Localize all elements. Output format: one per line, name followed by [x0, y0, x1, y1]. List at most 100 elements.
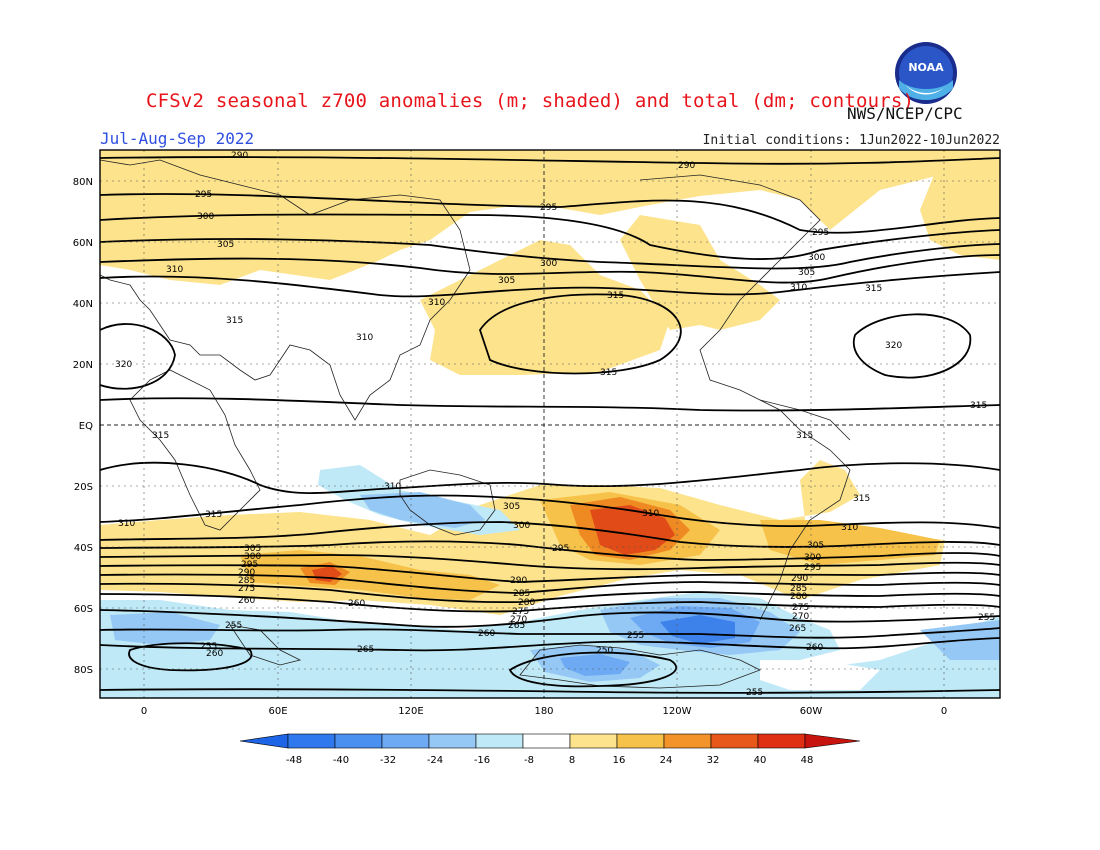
contour-label: 265 — [789, 624, 806, 634]
contour-label: 310 — [384, 482, 401, 492]
contour-label: 295 — [540, 203, 557, 213]
contour-label: 315 — [205, 510, 222, 520]
lat-label: 80N — [73, 177, 93, 188]
contour-label: 250 — [596, 646, 613, 656]
contour-label: 315 — [796, 431, 813, 441]
contour-label: 290 — [678, 161, 695, 171]
contour-label: 305 — [217, 240, 234, 250]
contour-label: 315 — [970, 401, 987, 411]
contour-label: 290 — [238, 568, 255, 578]
contour-label: 285 — [790, 584, 807, 594]
contour-label: 265 — [508, 621, 525, 631]
contour-label: 310 — [166, 265, 183, 275]
contour-label: 295 — [812, 228, 829, 238]
colorbar-cell — [569, 733, 618, 749]
contour-label: 305 — [244, 544, 261, 554]
contour-label: 320 — [115, 360, 132, 370]
initial-conditions: Initial conditions: 1Jun2022-10Jun2022 — [702, 133, 1000, 148]
contour-label: 270 — [510, 615, 527, 625]
contour-label: 305 — [807, 541, 824, 551]
contour-label: 315 — [853, 494, 870, 504]
contour-label: 270 — [792, 612, 809, 622]
colorbar-tick: -8 — [524, 755, 534, 766]
contour-label: 285 — [513, 589, 530, 599]
contour-label: 305 — [498, 276, 515, 286]
contour-label: 260 — [478, 629, 495, 639]
contour-label: 255 — [225, 621, 242, 631]
contour-label: 295 — [195, 190, 212, 200]
colorbar-cell — [475, 733, 524, 749]
lat-label: 20S — [74, 482, 93, 493]
contour-label: 290 — [231, 151, 248, 161]
colorbar-cell — [287, 733, 336, 749]
lon-label: 0 — [141, 706, 147, 717]
noaa-logo: NOAA — [895, 42, 957, 104]
lat-label: 40S — [74, 543, 93, 554]
lat-label: EQ — [79, 421, 93, 432]
colorbar-tick: 16 — [613, 755, 626, 766]
lat-label: 60S — [74, 604, 93, 615]
contour-label: 315 — [607, 291, 624, 301]
lon-label: 60E — [268, 706, 287, 717]
contour-label: 315 — [152, 431, 169, 441]
contour-label: 275 — [512, 607, 529, 617]
longitude-axis: 0 60E 120E 180 120W 60W 0 — [141, 706, 947, 717]
contour-label: 300 — [244, 552, 261, 562]
colorbar-tick: -40 — [333, 755, 349, 766]
colorbar-cell — [522, 733, 571, 749]
contour-label: 310 — [841, 523, 858, 533]
colorbar-tick: 8 — [569, 755, 575, 766]
colorbar-cell — [239, 733, 289, 749]
contour-label: 290 — [510, 576, 527, 586]
contour-label: 320 — [885, 341, 902, 351]
contour-label: 310 — [790, 283, 807, 293]
colorbar-tick: -32 — [380, 755, 396, 766]
lat-label: 20N — [73, 360, 93, 371]
colorbar-tick: 32 — [707, 755, 720, 766]
lat-label: 80S — [74, 665, 93, 676]
lat-label: 40N — [73, 299, 93, 310]
coastlines — [100, 159, 851, 689]
contour-label: 310 — [642, 509, 659, 519]
contour-label: 255 — [200, 642, 217, 652]
agency-label: NWS/NCEP/CPC — [847, 104, 963, 123]
contour-label: 315 — [226, 316, 243, 326]
contour-label: 255 — [978, 613, 995, 623]
contour-label: 280 — [518, 598, 535, 608]
colorbar-tick: 48 — [801, 755, 814, 766]
contour-label: 300 — [804, 553, 821, 563]
lon-label: 180 — [534, 706, 553, 717]
contour-label: 300 — [197, 212, 214, 222]
lon-label: 60W — [800, 706, 823, 717]
colorbar-tick: 40 — [754, 755, 767, 766]
contour-label: 275 — [792, 603, 809, 613]
colorbar-cell — [663, 733, 712, 749]
colorbar-cell — [381, 733, 430, 749]
contour-label: 300 — [540, 259, 557, 269]
contour-label: 310 — [118, 519, 135, 529]
contour-label: 315 — [600, 368, 617, 378]
colorbar-tick: -48 — [286, 755, 302, 766]
lon-label: 0 — [941, 706, 947, 717]
contour-label: 315 — [865, 284, 882, 294]
reference-lines — [100, 150, 1000, 698]
colorbar-tick: -16 — [474, 755, 490, 766]
height-contours — [100, 156, 1000, 694]
contour-label: 295 — [241, 560, 258, 570]
colorbar-cell — [428, 733, 477, 749]
latitude-axis: 80N 60N 40N 20N EQ 20S 40S 60S 80S — [73, 177, 93, 676]
contour-labels: 290 290 295 295 295 300 300 300 305 305 … — [115, 151, 995, 698]
colorbar: -48 -40 -32 -24 -16 -8 8 16 24 32 40 48 — [239, 733, 861, 766]
page-title: CFSv2 seasonal z700 anomalies (m; shaded… — [146, 90, 915, 112]
colorbar-tick: -24 — [427, 755, 443, 766]
lon-label: 120E — [398, 706, 423, 717]
lat-label: 60N — [73, 238, 93, 249]
colorbar-tick: 24 — [660, 755, 673, 766]
season-label: Jul-Aug-Sep 2022 — [100, 129, 255, 148]
graticule — [100, 150, 1000, 698]
contour-label: 260 — [806, 643, 823, 653]
contour-label: 260 — [238, 596, 255, 606]
contour-label: 255 — [627, 631, 644, 641]
contour-label: 260 — [348, 599, 365, 609]
